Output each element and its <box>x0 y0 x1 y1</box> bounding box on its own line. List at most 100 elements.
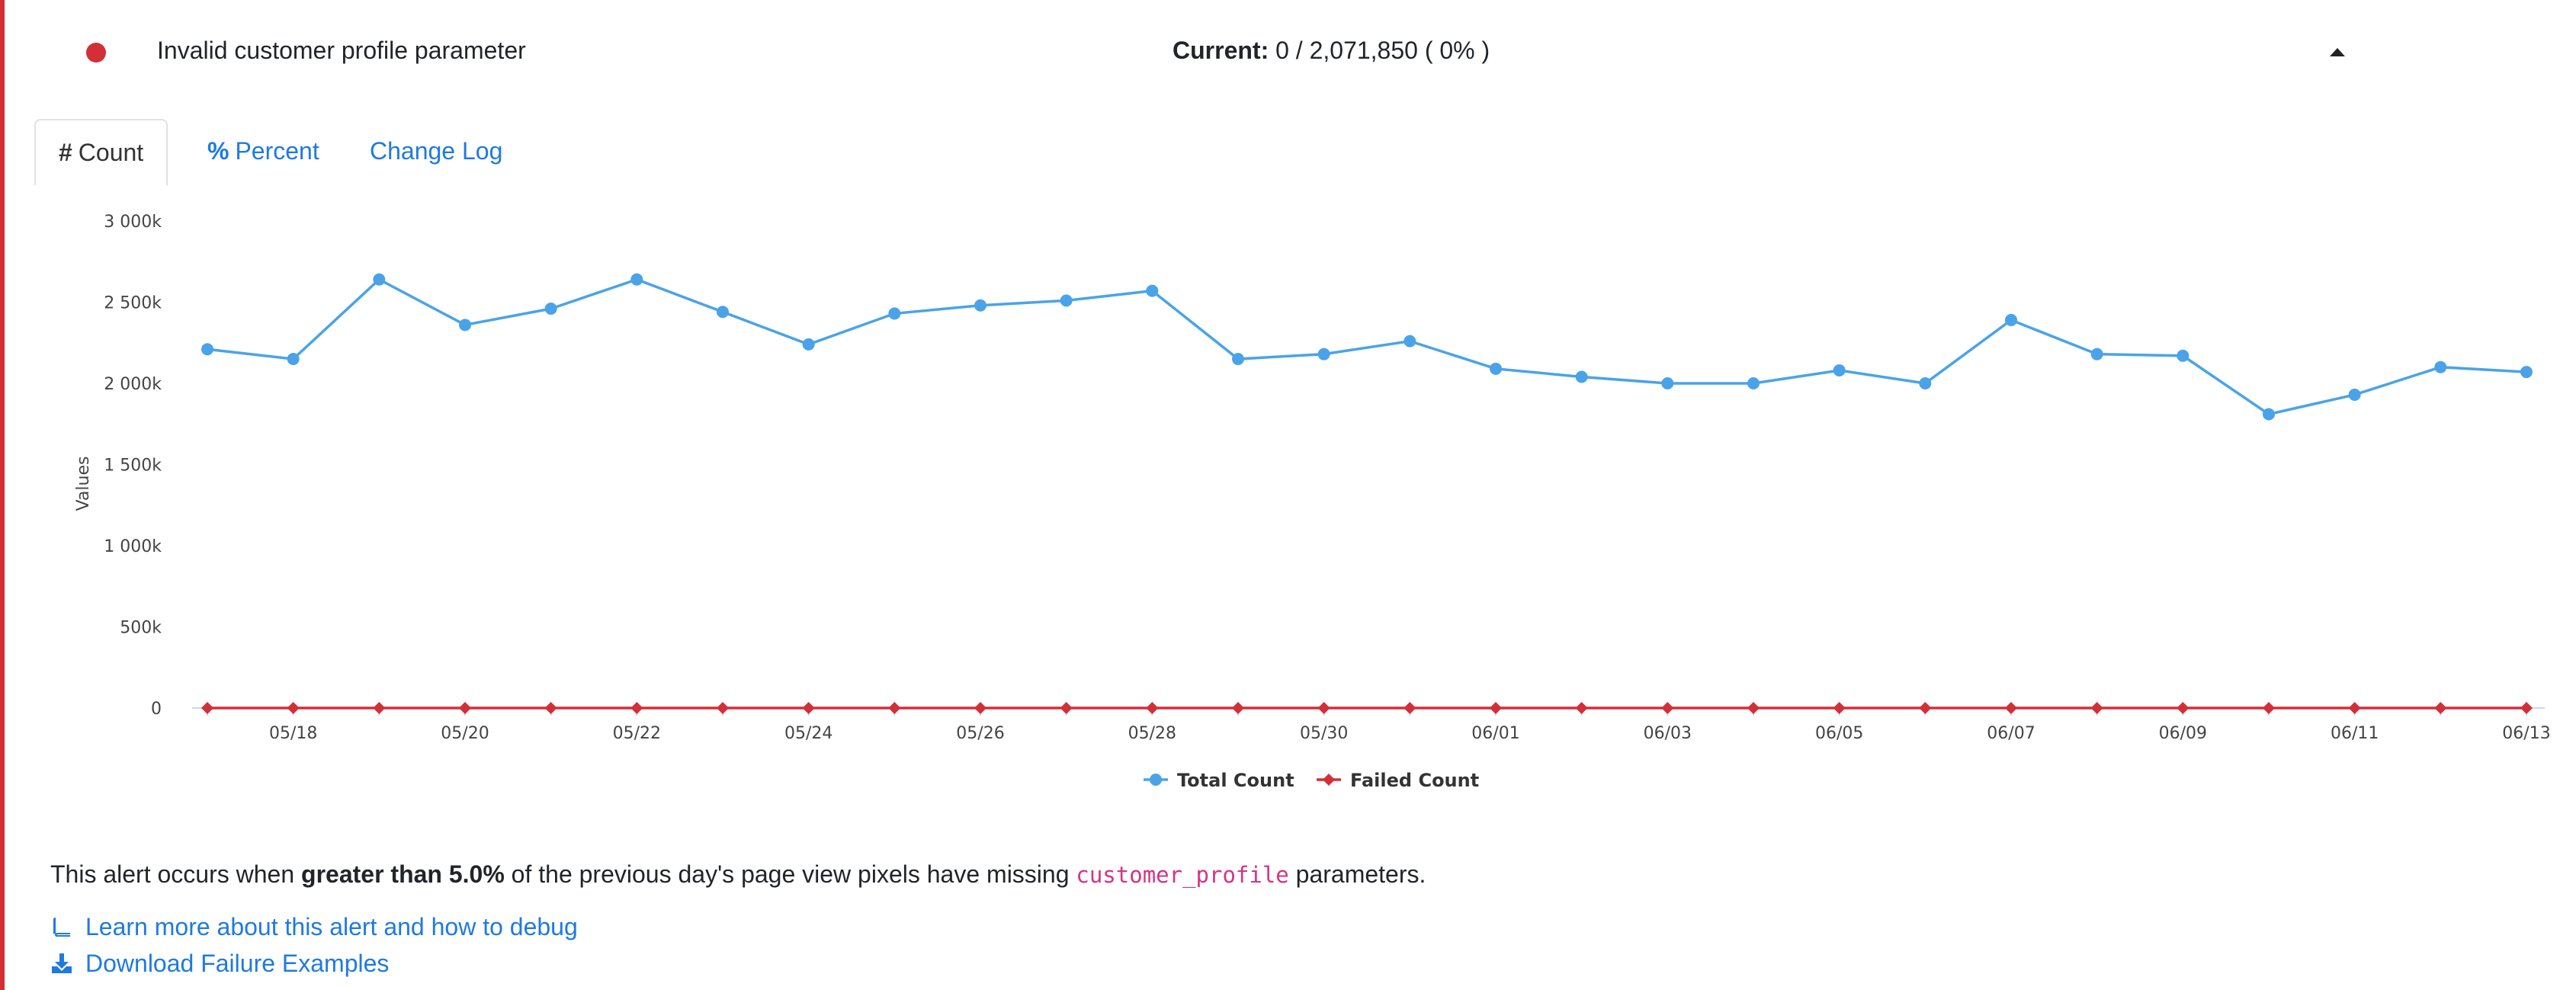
tab-change-log[interactable]: Change Log <box>370 119 502 183</box>
data-point-failed-count <box>1661 702 1674 714</box>
data-point-total-count <box>1490 362 1502 375</box>
y-tick-label: 2 500k <box>104 294 162 313</box>
download-examples-link[interactable]: Download Failure Examples <box>50 948 389 979</box>
data-point-total-count <box>717 306 729 319</box>
x-tick-label: 05/26 <box>956 724 1004 743</box>
data-point-failed-count <box>1747 702 1760 714</box>
download-label: Download Failure Examples <box>85 950 390 977</box>
y-tick-label: 500k <box>120 619 162 638</box>
x-tick-label: 06/09 <box>2159 724 2207 743</box>
data-point-failed-count <box>373 702 386 714</box>
data-point-failed-count <box>630 702 643 714</box>
tab-percent[interactable]: % Percent <box>207 119 319 183</box>
data-point-failed-count <box>2005 702 2017 714</box>
data-point-total-count <box>544 303 557 316</box>
data-point-total-count <box>888 307 901 320</box>
data-point-failed-count <box>1146 702 1159 714</box>
legend-label: Failed Count <box>1350 770 1479 791</box>
y-axis-title: Values <box>74 457 93 511</box>
y-tick-label: 3 000k <box>104 213 162 232</box>
collapse-button[interactable] <box>2325 40 2350 64</box>
learn-more-link[interactable]: Learn more about this alert and how to d… <box>50 912 578 942</box>
data-point-failed-count <box>1833 702 1846 714</box>
data-point-failed-count <box>1403 702 1416 714</box>
download-icon <box>52 953 72 973</box>
x-tick-label: 06/03 <box>1644 724 1692 743</box>
data-point-failed-count <box>459 702 471 714</box>
x-tick-label: 06/11 <box>2331 724 2379 743</box>
data-point-total-count <box>201 343 213 356</box>
data-point-total-count <box>1919 377 1932 389</box>
data-point-failed-count <box>717 702 729 714</box>
caret-up-icon <box>2330 48 2345 56</box>
x-tick-label: 06/13 <box>2502 724 2550 743</box>
status-dot-icon <box>86 43 106 62</box>
alert-severity-bar <box>0 0 5 990</box>
data-point-failed-count <box>1317 702 1330 714</box>
legend-item-failed-count: Failed Count <box>1317 770 1479 791</box>
x-tick-label: 05/28 <box>1128 724 1176 743</box>
description-middle: of the previous day's page view pixels h… <box>504 860 1076 888</box>
data-point-total-count <box>2348 388 2361 401</box>
chart-svg: 0 500k 1 000k 1 500k 2 000k 2 500k 3 000k Value… <box>74 213 2551 791</box>
legend-item-total-count: Total Count <box>1144 770 1294 791</box>
data-point-failed-count <box>2520 702 2533 714</box>
data-point-failed-count <box>201 702 213 714</box>
data-point-failed-count <box>2090 702 2103 714</box>
current-label: Current: <box>1173 37 1269 64</box>
book-icon <box>53 918 70 937</box>
x-tick-label: 05/18 <box>269 724 317 743</box>
data-point-failed-count <box>974 702 986 714</box>
data-point-total-count <box>2177 349 2189 362</box>
x-tick-label: 05/30 <box>1300 724 1348 743</box>
legend-marker <box>1150 774 1162 786</box>
data-point-failed-count <box>2434 702 2447 714</box>
data-point-failed-count <box>2263 702 2275 714</box>
current-value: 0 / 2,071,850 ( 0% ) <box>1275 37 1490 64</box>
data-point-total-count <box>2005 313 2017 326</box>
description-threshold: greater than 5.0% <box>301 860 505 888</box>
data-point-total-count <box>1317 348 1330 360</box>
x-tick-label: 06/05 <box>1815 724 1863 743</box>
data-point-total-count <box>287 353 300 366</box>
tab-count-label: Count <box>78 139 144 166</box>
tab-change-log-label: Change Log <box>370 137 503 165</box>
data-point-failed-count <box>888 702 901 714</box>
y-tick-label: 0 <box>151 700 162 719</box>
data-point-failed-count <box>544 702 557 714</box>
chart-legend: Total Count Failed Count <box>1144 770 1479 791</box>
hash-icon: # <box>59 139 72 166</box>
data-point-total-count <box>1403 335 1416 348</box>
y-tick-label: 1 500k <box>104 457 162 476</box>
data-point-total-count <box>2263 408 2275 421</box>
legend-marker <box>1323 774 1335 786</box>
x-tick-label: 05/24 <box>784 724 832 743</box>
count-chart: 0 500k 1 000k 1 500k 2 000k 2 500k 3 000k Value… <box>0 191 2576 823</box>
tab-count[interactable]: # Count <box>34 119 168 186</box>
alert-header: Invalid customer profile parameter Curre… <box>0 0 2576 103</box>
data-point-total-count <box>630 273 643 286</box>
data-point-total-count <box>1661 377 1674 389</box>
data-point-failed-count <box>287 702 300 714</box>
y-tick-label: 2 000k <box>104 375 162 394</box>
x-tick-label: 05/22 <box>613 724 661 743</box>
chart-tabs: # Count % Percent Change Log <box>34 119 2542 186</box>
data-point-failed-count <box>1919 702 1932 714</box>
data-point-failed-count <box>1575 702 1588 714</box>
data-point-failed-count <box>2177 702 2189 714</box>
data-point-total-count <box>1575 370 1588 383</box>
data-point-failed-count <box>1232 702 1244 714</box>
current-status: Current: 0 / 2,071,850 ( 0% ) <box>1173 35 1490 66</box>
description-prefix: This alert occurs when <box>50 860 302 888</box>
x-tick-label: 06/07 <box>1987 724 2035 743</box>
data-point-total-count <box>2090 348 2103 360</box>
series-line-total-count <box>207 277 2527 416</box>
x-tick-label: 06/01 <box>1471 724 1519 743</box>
description-suffix: parameters. <box>1288 860 1426 888</box>
percent-icon: % <box>207 137 229 165</box>
data-point-total-count <box>2434 360 2447 373</box>
y-tick-label: 1 000k <box>104 537 162 556</box>
tab-percent-label: Percent <box>235 137 319 165</box>
data-point-total-count <box>1060 294 1073 307</box>
alert-description: This alert occurs when greater than 5.0%… <box>50 859 1426 890</box>
